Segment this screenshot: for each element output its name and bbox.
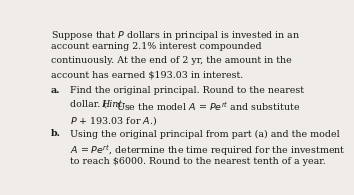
Text: account earning 2.1% interest compounded: account earning 2.1% interest compounded [51,43,262,51]
Text: dollar. (: dollar. ( [70,100,107,109]
Text: to reach $6000. Round to the nearest tenth of a year.: to reach $6000. Round to the nearest ten… [70,157,326,166]
Text: b.: b. [51,129,61,138]
Text: a.: a. [51,86,61,95]
Text: account has earned $193.03 in interest.: account has earned $193.03 in interest. [51,70,243,79]
Text: $P$ + 193.03 for $A$.): $P$ + 193.03 for $A$.) [70,114,158,127]
Text: $A$ = $Pe^{rt}$, determine the time required for the investment: $A$ = $Pe^{rt}$, determine the time requ… [70,143,346,158]
Text: Suppose that $P$ dollars in principal is invested in an: Suppose that $P$ dollars in principal is… [51,29,301,42]
Text: Use the model $A$ = $Pe^{rt}$ and substitute: Use the model $A$ = $Pe^{rt}$ and substi… [116,100,300,113]
Text: Find the original principal. Round to the nearest: Find the original principal. Round to th… [70,86,304,95]
Text: Using the original principal from part (a) and the model: Using the original principal from part (… [70,129,340,139]
Text: Hint:: Hint: [101,100,126,109]
Text: continuously. At the end of 2 yr, the amount in the: continuously. At the end of 2 yr, the am… [51,56,292,65]
